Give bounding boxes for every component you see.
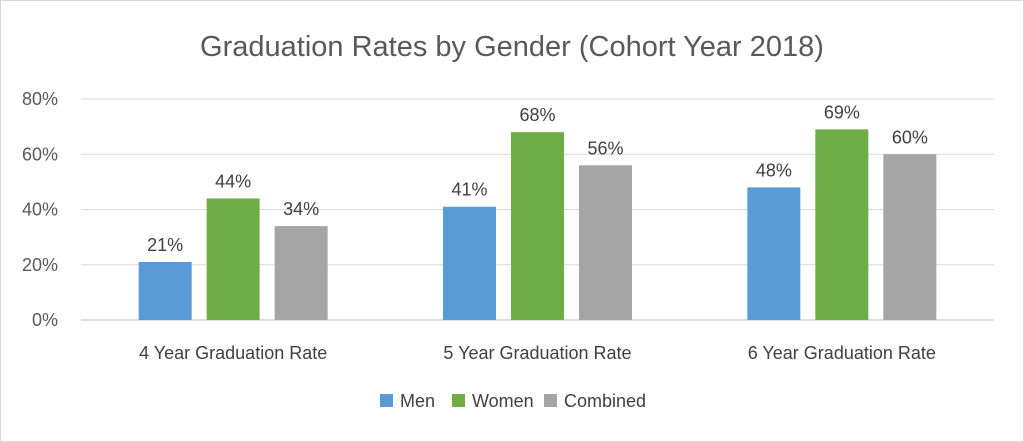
bar-men-3 [747, 187, 801, 320]
bar-women-2 [511, 132, 564, 320]
bar-women-1 [206, 198, 260, 320]
x-category-label: 4 Year Graduation Rate [139, 343, 327, 363]
data-label: 44% [215, 171, 251, 191]
data-label: 68% [519, 105, 555, 125]
x-category-label: 5 Year Graduation Rate [443, 343, 631, 363]
legend-swatch [452, 394, 465, 407]
y-tick-label: 0% [32, 310, 58, 330]
y-tick-label: 80% [22, 89, 58, 109]
x-category-label: 6 Year Graduation Rate [748, 343, 936, 363]
data-label: 60% [892, 127, 928, 147]
bar-women-3 [815, 129, 869, 320]
data-label: 41% [451, 180, 487, 200]
data-label: 56% [587, 138, 623, 158]
bar-men-2 [443, 206, 496, 320]
data-label: 48% [756, 160, 792, 180]
y-tick-label: 60% [22, 144, 58, 164]
legend-label: Women [472, 391, 534, 411]
bar-men-1 [138, 261, 192, 320]
bar-combined-3 [883, 154, 937, 320]
legend-swatch [544, 394, 557, 407]
data-label: 69% [824, 102, 860, 122]
y-axis-ticks: 0% 20% 40% 60% 80% [22, 89, 58, 330]
data-labels: 21% 44% 34% 41% 68% 56% 48% 69% 60% [147, 102, 928, 255]
legend-label: Men [400, 391, 435, 411]
bar-combined-1 [274, 226, 328, 320]
x-axis-categories: 4 Year Graduation Rate 5 Year Graduation … [139, 343, 936, 363]
data-label: 34% [283, 199, 319, 219]
y-tick-label: 40% [22, 200, 58, 220]
chart-title: Graduation Rates by Gender (Cohort Year … [200, 31, 824, 63]
legend-label: Combined [564, 391, 646, 411]
legend: Men Women Combined [380, 391, 646, 411]
data-label: 21% [147, 235, 183, 255]
bar-combined-2 [579, 165, 632, 320]
legend-swatch [380, 394, 393, 407]
bars [138, 129, 937, 320]
y-tick-label: 20% [22, 255, 58, 275]
